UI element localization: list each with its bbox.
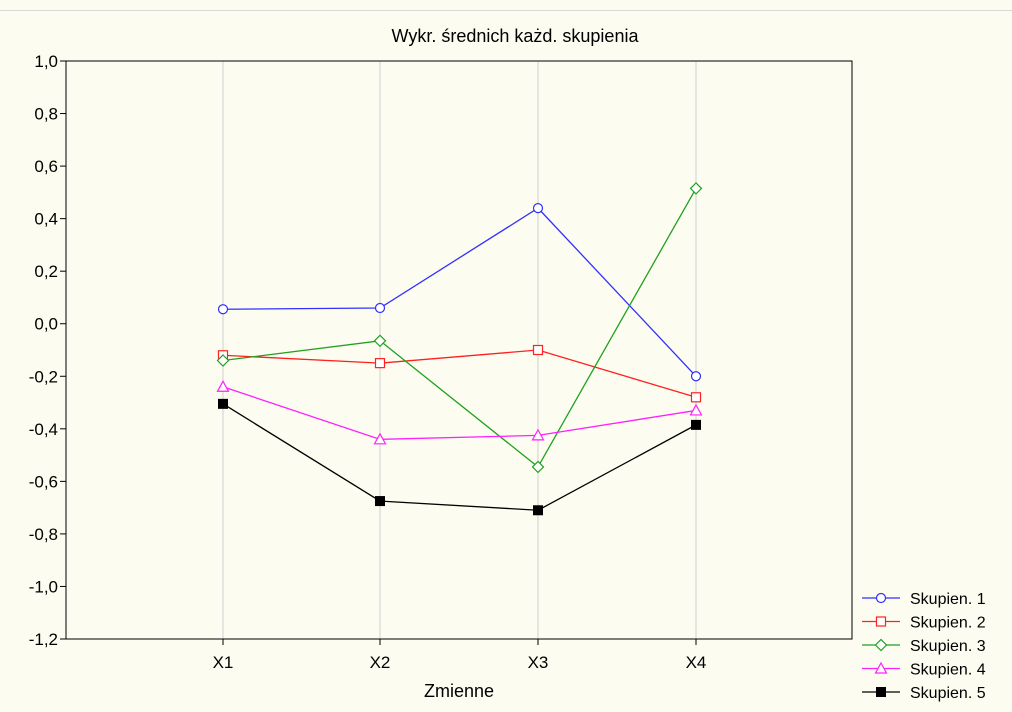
series-2 [217,344,702,403]
y-tick-label: 1,0 [34,52,58,71]
y-tick-label: -0,4 [29,420,58,439]
series-1 [217,203,702,382]
legend-swatch-marker [874,638,888,652]
series-2-line [222,349,697,398]
y-tick-label: 0,0 [34,315,58,334]
legend-item-5: Skupien. 5 [862,685,986,702]
series-5-point [375,496,385,507]
legend-label: Skupien. 2 [910,615,986,632]
legend-item-3: Skupien. 3 [862,638,986,655]
series-1-line [222,207,697,377]
y-axis: 1,0 0,8 0,6 0,4 0,2 0,0 -0,2 -0,4 -0,6 -0,8 -1,0 -1… [29,52,66,649]
y-tick-label: -1,2 [29,630,58,649]
y-tick-label: -0,2 [29,367,58,386]
series-layer [216,182,703,516]
legend-swatch-marker [876,687,886,697]
series-4-line [222,386,697,440]
series-3-line [222,188,697,468]
series-3-point [216,354,230,367]
legend-label: Skupien. 1 [910,591,986,608]
x-axis: X1 X2 X3 X4 [213,639,707,672]
series-2-point [690,392,702,403]
x-tick-label: X1 [213,653,234,672]
series-1-point [690,371,702,382]
legend: Skupien. 1 Skupien. 2 Skupien. 3 Skupien. 4… [862,591,986,702]
series-2-point [374,358,386,369]
legend-swatch-marker [874,661,888,674]
series-5-point [218,398,228,409]
series-4-point [216,380,230,392]
series-5-point [691,419,701,430]
y-tick-label: -0,8 [29,525,58,544]
series-4-point [689,403,703,416]
grid-layer [222,61,697,639]
legend-item-2: Skupien. 2 [862,615,986,632]
series-2-point [532,344,544,356]
series-3-point [531,460,545,474]
x-tick-label: X4 [686,653,707,672]
legend-label: Skupien. 3 [910,638,986,655]
legend-item-4: Skupien. 4 [862,662,986,679]
legend-swatch-marker [875,592,887,604]
series-1-point [217,304,229,315]
x-axis-title: Zmienne [424,681,494,701]
series-5-line [222,403,697,511]
y-tick-label: 0,4 [34,210,58,229]
x-tick-label: X2 [370,653,391,672]
series-3 [216,182,703,474]
y-tick-label: 0,2 [34,262,58,281]
series-1-point [532,203,544,214]
y-tick-label: -1,0 [29,577,58,596]
series-3-point [689,182,703,195]
legend-label: Skupien. 5 [910,685,986,702]
series-5-point [533,505,543,516]
plot-frame [65,60,853,640]
legend-swatch-marker [875,616,887,627]
y-tick-label: 0,8 [34,105,58,124]
series-4-point [531,428,545,441]
series-3-point [373,334,387,348]
series-4-point [373,432,387,445]
top-rule [0,10,1012,11]
chart-title: Wykr. średnich każd. skupienia [392,26,640,46]
y-tick-label: 0,6 [34,157,58,176]
series-4 [216,380,703,445]
legend-item-1: Skupien. 1 [862,591,986,608]
series-5 [218,398,701,516]
series-1-point [374,302,386,314]
x-tick-label: X3 [528,653,549,672]
y-tick-label: -0,6 [29,472,58,491]
legend-label: Skupien. 4 [910,662,986,679]
